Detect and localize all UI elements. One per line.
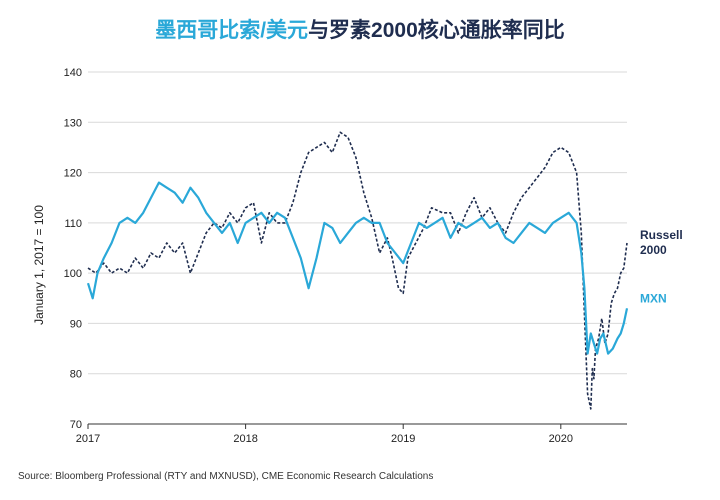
series-lines: [86, 131, 629, 410]
series-line-russell-2000: [87, 131, 628, 410]
series-label: Russell: [640, 228, 683, 242]
y-axis-label: January 1, 2017 = 100: [32, 205, 46, 325]
chart-svg: 70 80 90 100 110 120 130 140 2017 2018 2019 2020 R…: [32, 67, 683, 445]
x-tick-label: 2020: [549, 433, 573, 445]
y-tick-label: 90: [70, 318, 82, 330]
x-tick-labels: 2017 2018 2019 2020: [76, 424, 573, 445]
y-tick-label: 70: [70, 419, 82, 431]
series-label: 2000: [640, 243, 667, 257]
y-tick-label: 110: [64, 218, 82, 230]
title-rest-part: 与罗素2000核心通胀率同比: [308, 19, 565, 42]
gridlines: [88, 71, 627, 425]
x-tick-label: 2018: [233, 433, 257, 445]
x-tick-label: 2019: [391, 433, 415, 445]
y-tick-label: 100: [64, 268, 82, 280]
source-note: Source: Bloomberg Professional (RTY and …: [18, 471, 434, 482]
title-mxn-part: 墨西哥比索/美元: [155, 19, 309, 42]
y-tick-label: 80: [70, 369, 82, 381]
y-tick-label: 140: [64, 67, 82, 79]
series-line-mxn: [86, 181, 629, 355]
y-tick-label: 130: [64, 117, 82, 129]
x-tick-label: 2017: [76, 433, 100, 445]
y-tick-labels: 70 80 90 100 110 120 130 140: [64, 67, 82, 431]
y-tick-label: 120: [64, 168, 82, 180]
series-label: MXN: [640, 291, 667, 305]
chart-title: 墨西哥比索/美元与罗素2000核心通胀率同比: [0, 14, 720, 44]
